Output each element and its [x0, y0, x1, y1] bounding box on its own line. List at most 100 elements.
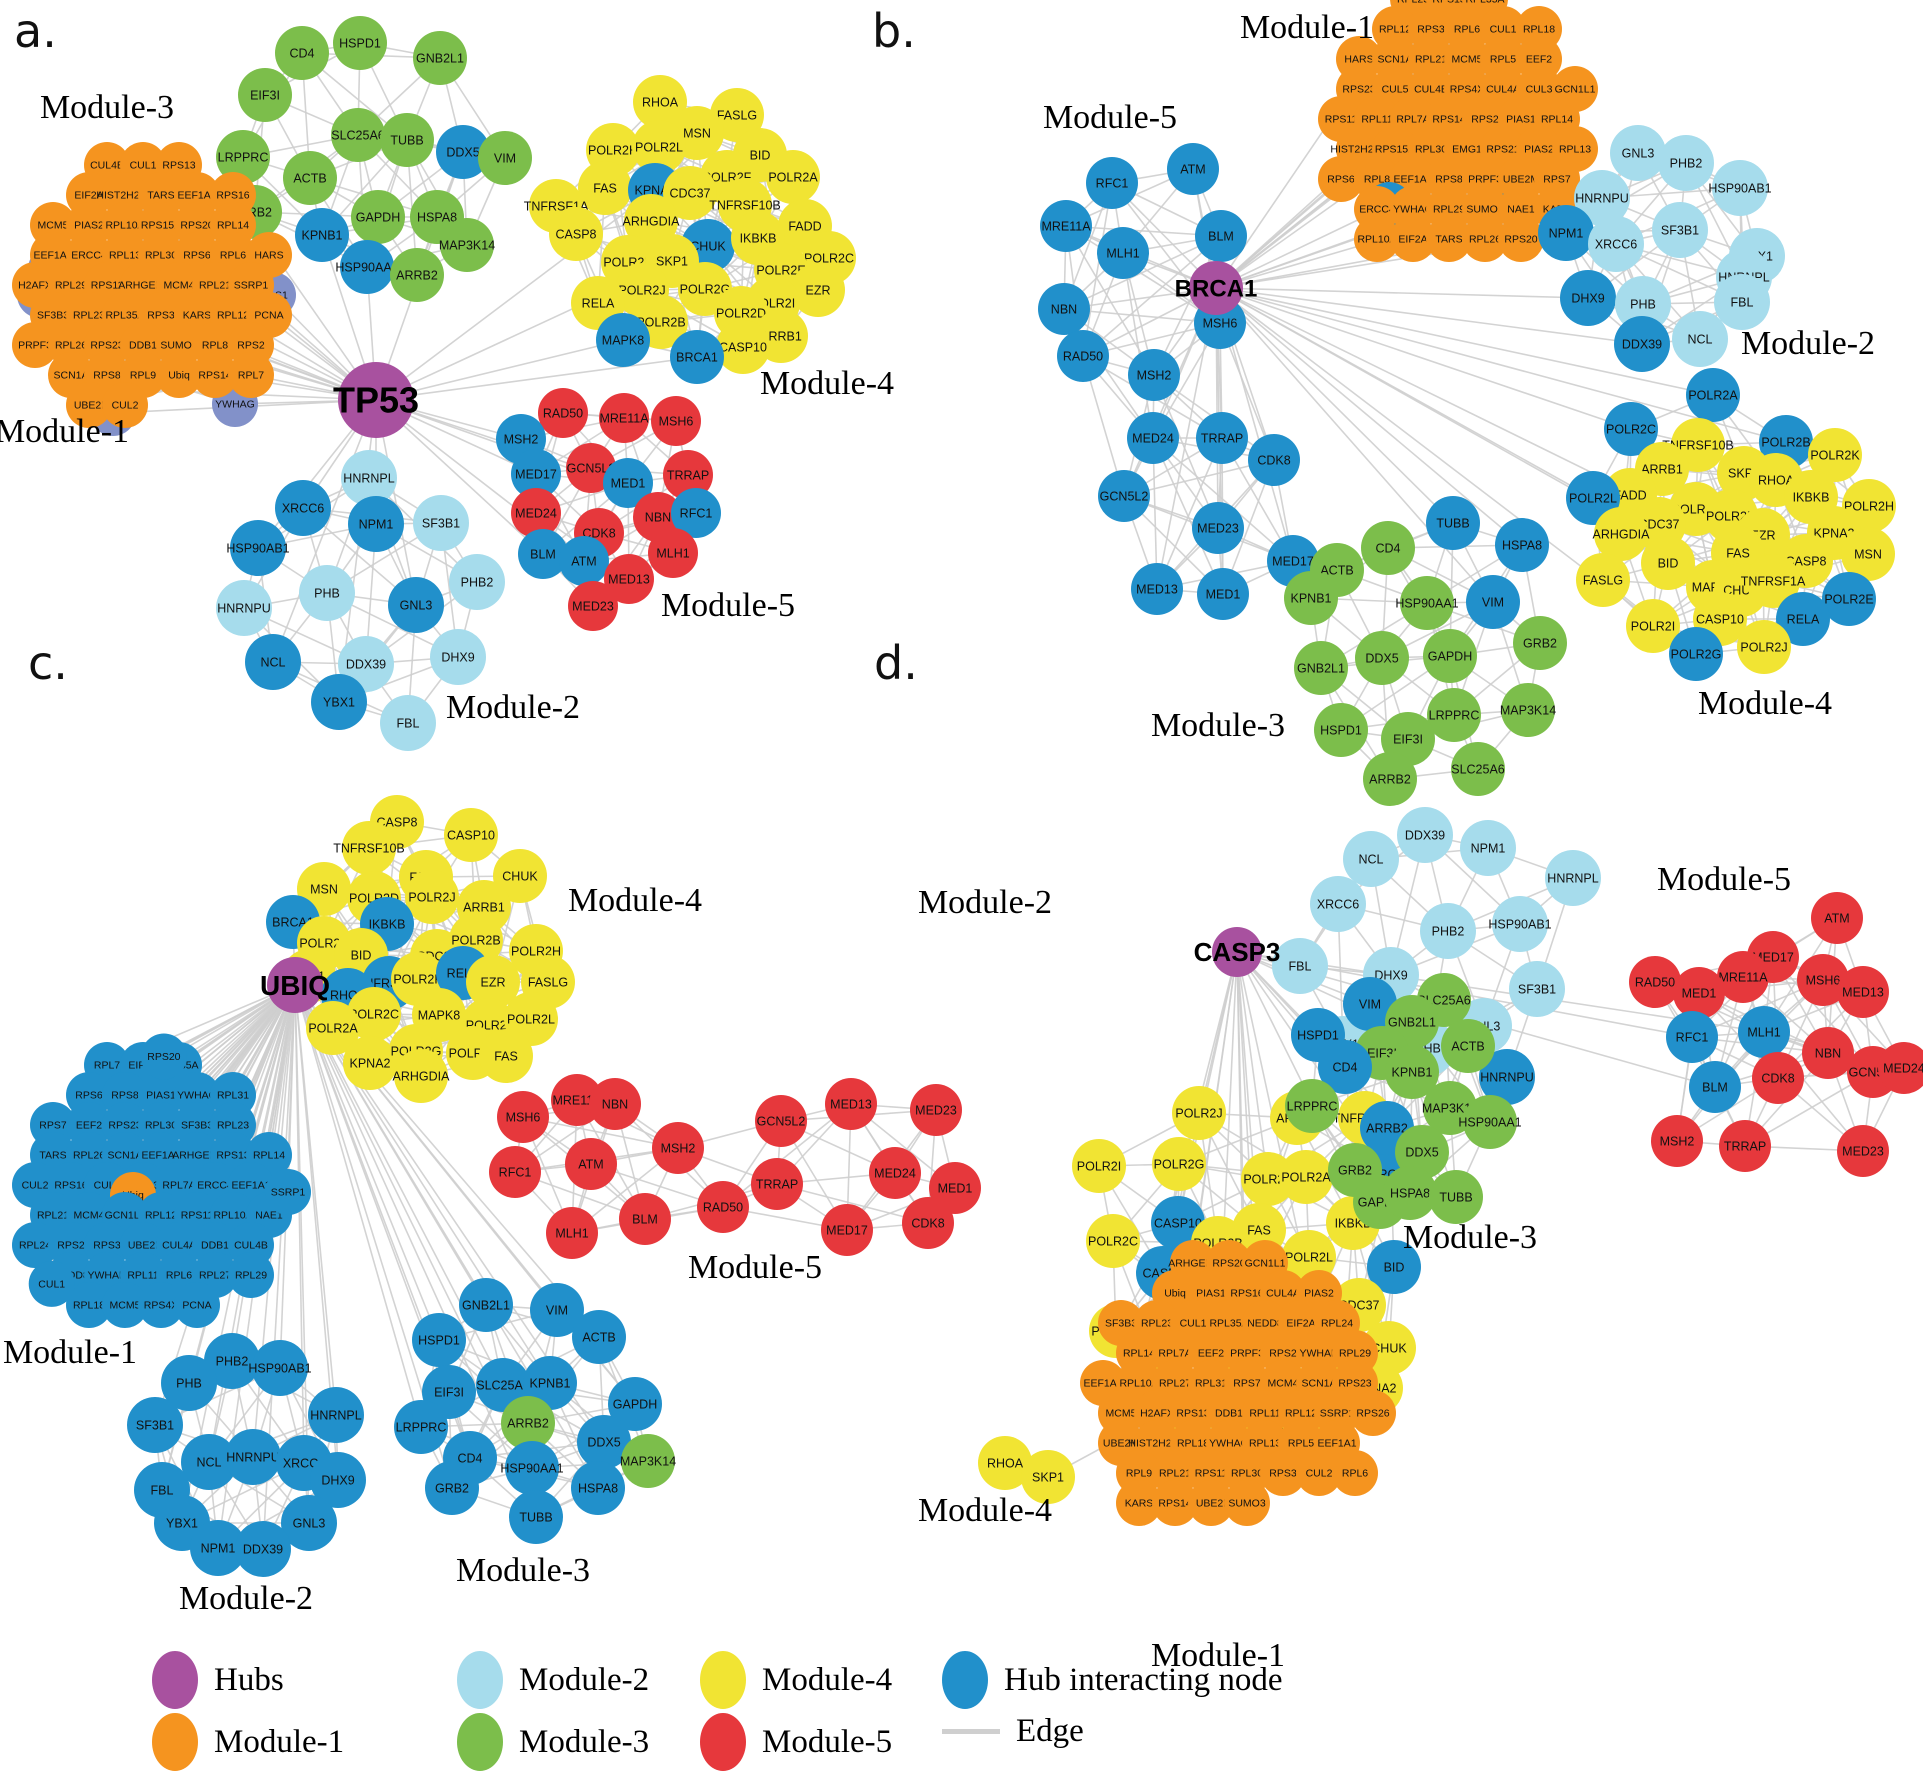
node-NBN[interactable]: NBN: [1802, 1027, 1854, 1079]
node-HSPA8[interactable]: HSPA8: [571, 1461, 625, 1515]
node-MSH6[interactable]: MSH6: [497, 1091, 549, 1143]
node-HSP90AA1[interactable]: HSP90AA1: [335, 240, 399, 294]
node-DDX5[interactable]: DDX5: [1355, 631, 1409, 685]
node-DDX39[interactable]: DDX39: [1614, 316, 1670, 372]
node-BLM[interactable]: BLM: [1195, 210, 1247, 262]
node-SLC25A6[interactable]: SLC25A6: [1451, 742, 1505, 796]
node-MAPK8[interactable]: MAPK8: [596, 313, 650, 367]
node-MAP3K14[interactable]: MAP3K14: [620, 1434, 676, 1488]
node-POLR2A[interactable]: POLR2A: [766, 150, 820, 204]
node-HSPA8[interactable]: HSPA8: [1383, 1166, 1437, 1220]
node-TUBB[interactable]: TUBB: [1426, 496, 1480, 550]
node-HSPA8[interactable]: HSPA8: [1495, 518, 1549, 572]
node-SF3B1[interactable]: SF3B1: [413, 495, 469, 551]
node-NBN[interactable]: NBN: [589, 1078, 641, 1130]
node-MED23[interactable]: MED23: [568, 581, 618, 631]
node-KARS[interactable]: KARS: [1116, 1480, 1162, 1526]
node-KPNB1[interactable]: KPNB1: [295, 208, 349, 262]
node-HNRNPU[interactable]: HNRNPU: [216, 580, 272, 636]
node-BRCA1[interactable]: BRCA1: [670, 330, 724, 384]
node-TNFRSF1A[interactable]: TNFRSF1A: [1741, 554, 1806, 608]
node-FAS[interactable]: FAS: [578, 161, 632, 215]
node-PHB2[interactable]: PHB2: [204, 1333, 260, 1389]
node-CD4[interactable]: CD4: [1318, 1040, 1372, 1094]
node-MED1[interactable]: MED1: [929, 1162, 981, 1214]
node-CHUK[interactable]: CHUK: [493, 849, 547, 903]
node-GNB2L1[interactable]: GNB2L1: [459, 1278, 513, 1332]
node-MAP3K14[interactable]: MAP3K14: [439, 218, 495, 272]
node-DHX9[interactable]: DHX9: [310, 1452, 366, 1508]
node-RFC1[interactable]: RFC1: [1666, 1011, 1718, 1063]
node-GCN5L2[interactable]: GCN5L2: [1098, 470, 1150, 522]
node-POLR2J[interactable]: POLR2J: [1172, 1086, 1226, 1140]
node-VIM[interactable]: VIM: [1343, 977, 1397, 1031]
node-RAD50[interactable]: RAD50: [538, 388, 588, 438]
node-NPM1[interactable]: NPM1: [1460, 820, 1516, 876]
node-CD4[interactable]: CD4: [1361, 521, 1415, 575]
node-HNRNPL[interactable]: HNRNPL: [1545, 850, 1601, 906]
node-MAP3K14[interactable]: MAP3K14: [1500, 683, 1556, 737]
node-GAPDH[interactable]: GAPDH: [351, 190, 405, 244]
node-XRCC6[interactable]: XRCC6: [1310, 876, 1366, 932]
node-POLR2C[interactable]: POLR2C: [1604, 402, 1658, 456]
node-XRCC6[interactable]: XRCC6: [275, 480, 331, 536]
node-GNL3[interactable]: GNL3: [388, 577, 444, 633]
node-BID[interactable]: BID: [1367, 1240, 1421, 1294]
node-POLR2L[interactable]: POLR2L: [632, 120, 686, 174]
node-MED17[interactable]: MED17: [821, 1204, 873, 1256]
node-NCL[interactable]: NCL: [181, 1434, 237, 1490]
node-RAD50[interactable]: RAD50: [1057, 330, 1109, 382]
node-HNRNPL[interactable]: HNRNPL: [308, 1387, 364, 1443]
node-BLM[interactable]: BLM: [619, 1193, 671, 1245]
node-PHB[interactable]: PHB: [299, 565, 355, 621]
node-RAD50[interactable]: RAD50: [1629, 956, 1681, 1008]
node-GAPDH[interactable]: GAPDH: [1423, 629, 1477, 683]
node-ARRB2[interactable]: ARRB2: [1363, 752, 1417, 806]
node-MED13[interactable]: MED13: [604, 554, 654, 604]
node-MED13[interactable]: MED13: [1131, 563, 1183, 615]
hub-node-casp3[interactable]: CASP3: [1194, 927, 1281, 977]
node-ARRB2[interactable]: ARRB2: [390, 248, 444, 302]
node-POLR2A[interactable]: POLR2A: [306, 1001, 360, 1055]
node-PHB2[interactable]: PHB2: [1420, 903, 1476, 959]
node-TRRAP[interactable]: TRRAP: [751, 1158, 803, 1210]
hub-node-ubiq[interactable]: UBIQ: [260, 957, 330, 1013]
node-GRB2[interactable]: GRB2: [1513, 616, 1567, 670]
node-MED1[interactable]: MED1: [1673, 967, 1725, 1019]
node-FBL[interactable]: FBL: [1272, 938, 1328, 994]
node-RPS4X[interactable]: RPS4X: [138, 1282, 184, 1328]
node-CDK8[interactable]: CDK8: [1752, 1052, 1804, 1104]
node-MED1[interactable]: MED1: [1197, 568, 1249, 620]
node-TUBB[interactable]: TUBB: [509, 1490, 563, 1544]
node-HSP90AB1[interactable]: HSP90AB1: [1708, 160, 1772, 216]
node-HNRNPU[interactable]: HNRNPU: [225, 1429, 281, 1485]
node-SF3B1[interactable]: SF3B1: [1509, 961, 1565, 1017]
hub-node-brca1[interactable]: BRCA1: [1175, 261, 1258, 315]
node-CASP8[interactable]: CASP8: [549, 207, 603, 261]
node-GNL3[interactable]: GNL3: [1610, 125, 1666, 181]
node-MSH2[interactable]: MSH2: [1651, 1115, 1703, 1167]
node-HNRNPU[interactable]: HNRNPU: [1479, 1049, 1535, 1105]
node-EZR[interactable]: EZR: [466, 955, 520, 1009]
node-RPS20[interactable]: RPS20: [1498, 216, 1544, 262]
node-POLR2G[interactable]: POLR2G: [1152, 1137, 1206, 1191]
node-POLR2I[interactable]: POLR2I: [1626, 599, 1680, 653]
node-TRRAP[interactable]: TRRAP: [663, 450, 713, 500]
node-RFC1[interactable]: RFC1: [671, 488, 721, 538]
node-GRB2[interactable]: GRB2: [425, 1461, 479, 1515]
node-MCM5[interactable]: MCM5: [102, 1282, 148, 1328]
node-MLH1[interactable]: MLH1: [546, 1207, 598, 1259]
node-LRPPRC[interactable]: LRPPRC: [216, 130, 270, 184]
node-ATM[interactable]: ATM: [565, 1138, 617, 1190]
node-DDX39[interactable]: DDX39: [235, 1521, 291, 1577]
node-ATM[interactable]: ATM: [1811, 892, 1863, 944]
node-CASP10[interactable]: CASP10: [716, 320, 770, 374]
node-YBX1[interactable]: YBX1: [311, 674, 367, 730]
node-CUL2[interactable]: CUL2: [102, 382, 148, 428]
node-CUL1[interactable]: CUL1: [28, 1260, 75, 1307]
node-RPL24[interactable]: RPL24: [12, 1222, 58, 1268]
node-RPS14[interactable]: RPS14: [1152, 1480, 1198, 1526]
node-ARHGDIA[interactable]: ARHGDIA: [1593, 507, 1651, 561]
node-TRRAP[interactable]: TRRAP: [1719, 1120, 1771, 1172]
node-DHX9[interactable]: DHX9: [430, 629, 486, 685]
